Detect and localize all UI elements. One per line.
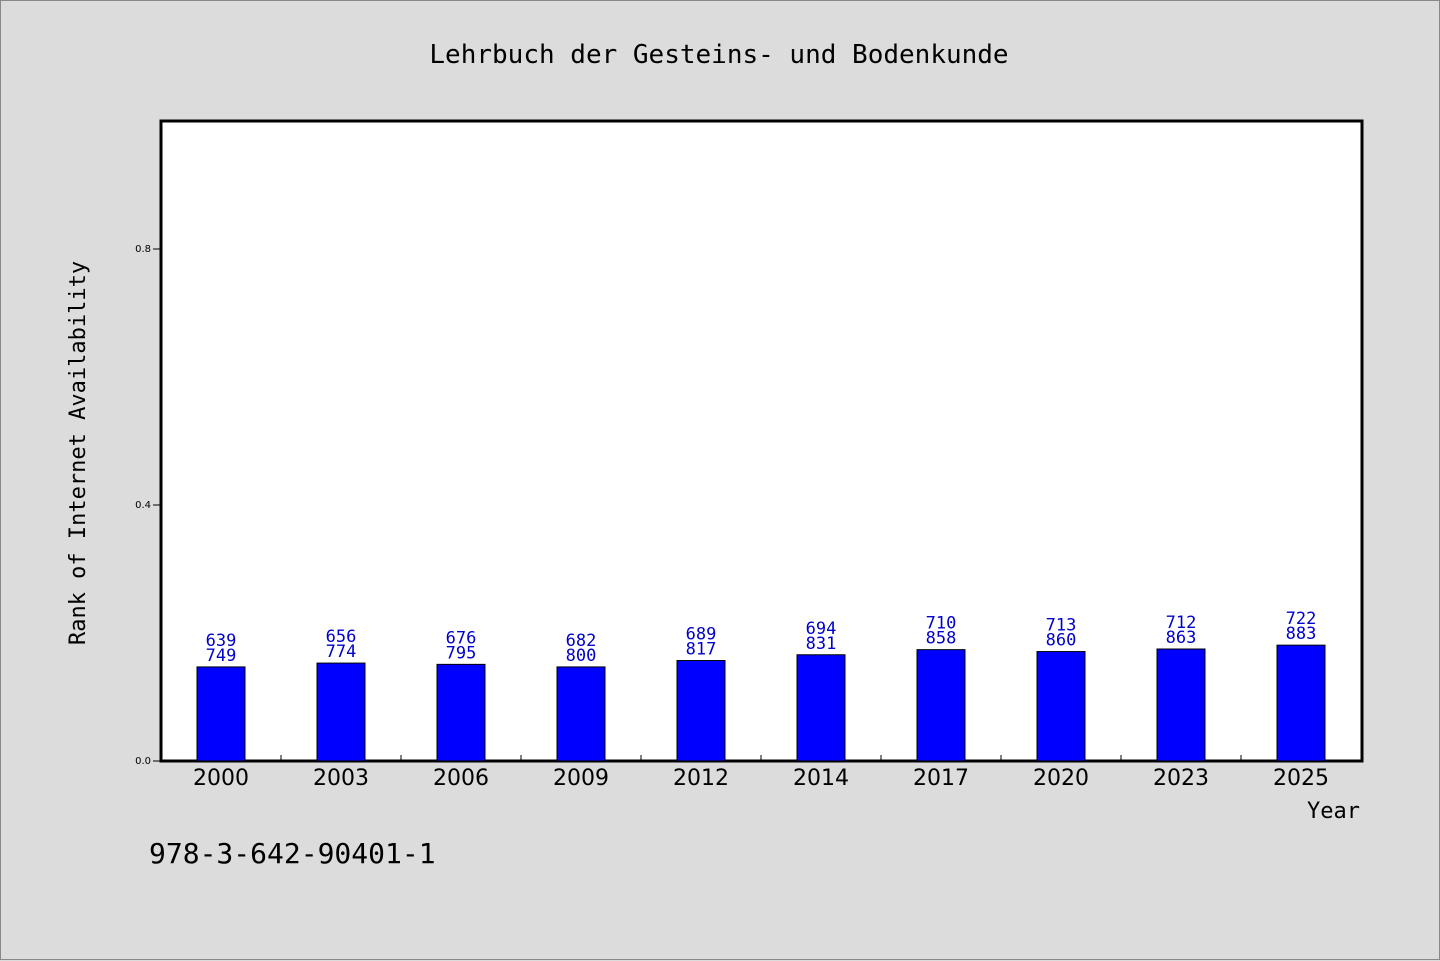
x-tick-label: 2003: [313, 766, 369, 791]
x-tick-label: 2025: [1273, 766, 1329, 791]
y-axis: 0.0 0.4 0.8: [135, 244, 161, 767]
y-tick-label: 0.8: [135, 244, 151, 255]
bar-labels: 6397496567746767956828006898176948317108…: [206, 609, 1317, 666]
bar-label-bottom: 883: [1286, 624, 1317, 644]
x-axis: 2000 2003 2006 2009 2012 2014 2017 2020 2023 2025: [193, 755, 1329, 791]
bar-label-bottom: 831: [806, 634, 837, 654]
bar-label-top: 676: [446, 628, 477, 648]
bar-2003: [316, 662, 366, 762]
bar-label-bottom: 863: [1166, 628, 1197, 648]
bar-label-bottom: 860: [1046, 631, 1077, 651]
chart-title: Lehrbuch der Gesteins- und Bodenkunde: [429, 40, 1008, 70]
bar-label-top: 722: [1286, 609, 1317, 629]
bar-series: [196, 644, 1326, 762]
bar-2023: [1156, 648, 1206, 762]
bar-2009: [556, 666, 606, 762]
bar-label-top: 689: [686, 625, 717, 645]
bar-label-bottom: 817: [686, 640, 717, 660]
bar-2017: [916, 649, 966, 762]
bar-label-top: 694: [806, 619, 837, 639]
bar-2025: [1276, 644, 1326, 762]
bar-2014: [796, 654, 846, 762]
bar-label-bottom: 774: [326, 642, 357, 662]
bar-label-top: 713: [1046, 616, 1077, 636]
x-tick-label: 2012: [673, 766, 729, 791]
isbn-text: 978-3-642-90401-1: [149, 837, 436, 870]
bar-label-bottom: 749: [206, 646, 237, 666]
x-tick-label: 2006: [433, 766, 489, 791]
bar-label-top: 682: [566, 631, 597, 651]
x-axis-label: Year: [1307, 799, 1360, 824]
bar-label-top: 639: [206, 631, 237, 651]
bar-label-bottom: 800: [566, 646, 597, 666]
x-tick-label: 2009: [553, 766, 609, 791]
bar-label-bottom: 795: [446, 643, 477, 663]
bar-2012: [676, 660, 726, 762]
bar-2006: [436, 663, 486, 762]
bar-2000: [196, 666, 246, 762]
bar-label-top: 656: [326, 627, 357, 647]
bar-label-top: 710: [926, 614, 957, 634]
x-tick-label: 2014: [793, 766, 849, 791]
y-tick-label: 0.0: [135, 756, 151, 767]
y-tick-label: 0.4: [135, 500, 151, 511]
bar-label-top: 712: [1166, 613, 1197, 633]
y-axis-label: Rank of Internet Availability: [66, 261, 91, 645]
bar-label-bottom: 858: [926, 629, 957, 649]
x-tick-label: 2000: [193, 766, 249, 791]
bar-2020: [1036, 651, 1086, 762]
x-tick-label: 2020: [1033, 766, 1089, 791]
x-tick-label: 2017: [913, 766, 969, 791]
x-tick-label: 2023: [1153, 766, 1209, 791]
